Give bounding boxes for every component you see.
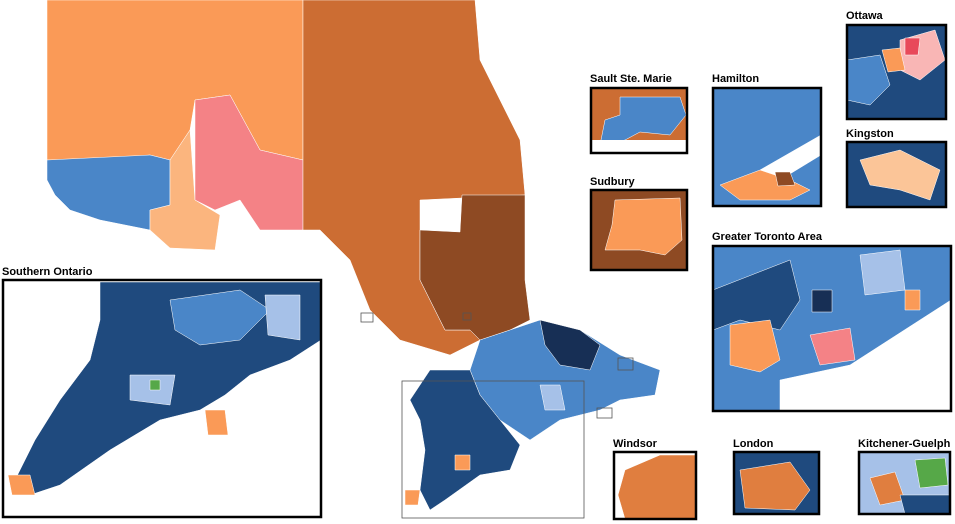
region	[169, 289, 271, 346]
region	[914, 457, 949, 489]
inset-label: Sault Ste. Marie	[590, 73, 672, 85]
inset-frame	[857, 450, 952, 516]
inset	[589, 86, 689, 155]
inset	[732, 450, 821, 516]
main-map	[46, 0, 661, 519]
inset-label: Southern Ontario	[2, 266, 93, 278]
region	[904, 289, 921, 311]
inset-frame	[732, 450, 821, 516]
region	[46, 0, 304, 161]
region	[904, 37, 921, 56]
region	[739, 461, 811, 511]
region	[539, 384, 566, 411]
region	[454, 454, 471, 471]
region	[899, 494, 951, 515]
inset-outline	[360, 312, 374, 323]
region	[149, 129, 221, 251]
region	[149, 379, 161, 391]
inset	[612, 450, 698, 521]
region	[539, 319, 601, 371]
inset	[857, 450, 952, 516]
inset	[589, 188, 689, 272]
region	[194, 94, 304, 231]
region	[409, 369, 521, 511]
inset	[845, 140, 948, 209]
inset-frame	[589, 86, 689, 155]
region	[809, 327, 856, 366]
inset-outline	[462, 312, 472, 321]
region	[599, 96, 687, 146]
inset-outline	[401, 380, 585, 519]
region	[719, 169, 811, 201]
region	[419, 194, 531, 341]
region	[204, 409, 229, 436]
inset-outline	[596, 407, 613, 419]
inset	[711, 86, 823, 208]
region	[774, 171, 796, 187]
inset-label: Kitchener-Guelph	[858, 438, 951, 450]
region	[881, 47, 906, 73]
region	[264, 294, 301, 341]
inset-label: Windsor	[613, 438, 658, 450]
region	[604, 197, 683, 256]
inset-frame	[845, 23, 948, 121]
region	[7, 474, 36, 496]
inset-frame	[845, 140, 948, 209]
inset-frame	[589, 188, 689, 272]
inset-label: Kingston	[846, 128, 894, 140]
inset-outline	[617, 357, 634, 371]
inset-label: Hamilton	[712, 73, 759, 85]
inset-label: London	[733, 438, 774, 450]
region	[404, 489, 421, 506]
region	[859, 249, 906, 296]
inset	[1, 278, 323, 519]
region	[859, 149, 941, 201]
region	[811, 289, 833, 313]
inset-label: Greater Toronto Area	[712, 231, 823, 243]
inset-frame	[711, 86, 823, 208]
inset	[711, 244, 953, 413]
inset-frame	[612, 450, 698, 521]
region	[729, 319, 781, 373]
inset-label: Sudbury	[590, 176, 635, 188]
inset-frame	[1, 278, 323, 519]
inset-label: Ottawa	[846, 10, 884, 22]
inset	[845, 23, 948, 121]
inset-frame	[711, 244, 953, 413]
